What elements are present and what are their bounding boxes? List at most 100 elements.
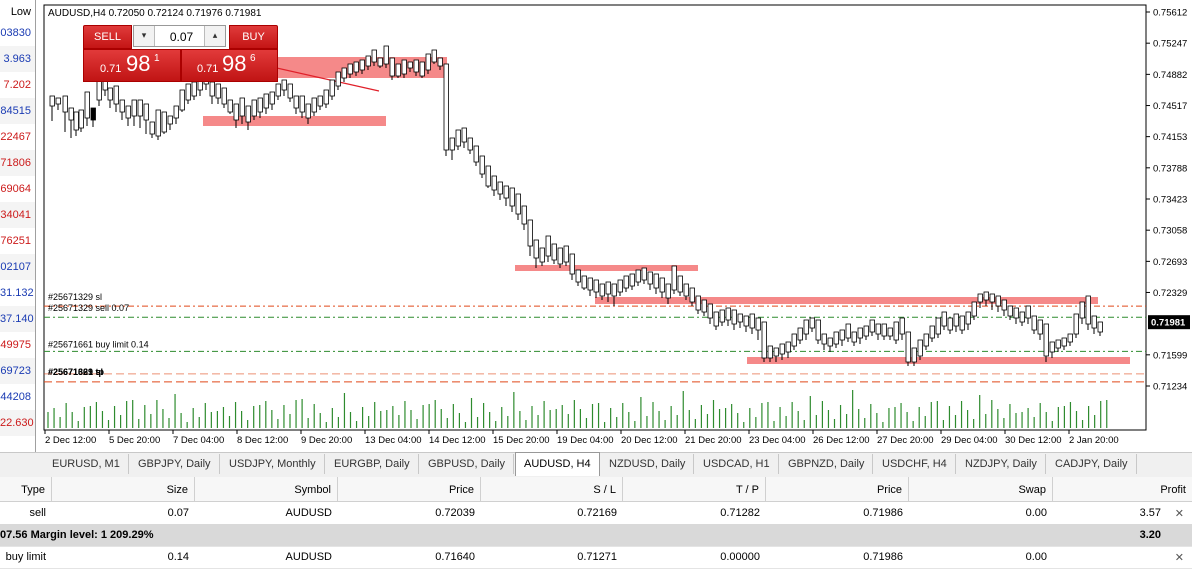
chart-window[interactable]: 0.75612 0.75247 0.74882 0.74517 0.74153 0.737…: [36, 0, 1192, 452]
terminal-header: Type Size Symbol Price S / L T / P Price…: [0, 477, 1192, 502]
market-watch-cell[interactable]: 76251: [0, 228, 35, 254]
candle: [323, 89, 329, 105]
chart-tab[interactable]: CADJPY, Daily: [1047, 454, 1137, 474]
candle: [815, 319, 821, 341]
close-order-icon[interactable]: ✕: [1174, 552, 1184, 564]
chart-tab[interactable]: USDCAD, H1: [695, 454, 779, 474]
order-label: #25671329 sl: [48, 292, 102, 302]
candle: [527, 219, 533, 247]
chart-tab[interactable]: EURGBP, Daily: [326, 454, 419, 474]
chart-tab[interactable]: USDJPY, Monthly: [221, 454, 325, 474]
market-watch-cell[interactable]: 34041: [0, 202, 35, 228]
price-axis-label: 0.73423: [1153, 195, 1187, 206]
sell-price-button[interactable]: 0.71 98 1: [83, 49, 181, 82]
buy-button[interactable]: BUY: [229, 25, 278, 49]
table-row-buy-limit[interactable]: buy limit 0.14 AUDUSD 0.71640 0.71271 0.…: [0, 546, 1192, 569]
header-price[interactable]: Price: [338, 477, 481, 501]
header-type[interactable]: Type: [0, 477, 52, 501]
candle: [845, 323, 851, 339]
market-watch-cell[interactable]: 02107: [0, 254, 35, 280]
chart-tab[interactable]: GBPUSD, Daily: [420, 454, 515, 474]
candle: [557, 247, 563, 265]
candle: [1079, 301, 1085, 319]
candle: [725, 307, 731, 321]
market-watch-cell[interactable]: 44208: [0, 384, 35, 410]
cell-size: 0.14: [167, 551, 189, 563]
candle: [365, 55, 371, 67]
header-tp[interactable]: T / P: [623, 477, 766, 501]
candle: [473, 145, 479, 163]
market-watch-cell[interactable]: 69723: [0, 358, 35, 384]
header-sl[interactable]: S / L: [481, 477, 623, 501]
header-current-price[interactable]: Price: [766, 477, 909, 501]
price-zone: [515, 265, 698, 271]
candle: [233, 103, 239, 121]
order-label: #25671661 buy limit 0.14: [48, 339, 149, 349]
buy-price-button[interactable]: 0.71 98 6: [181, 49, 278, 82]
market-watch-cell[interactable]: 31.132: [0, 280, 35, 306]
price-axis-label: 0.73788: [1153, 163, 1187, 174]
candle: [1049, 341, 1055, 353]
candle: [90, 107, 96, 121]
header-swap[interactable]: Swap: [909, 477, 1053, 501]
candle: [275, 83, 281, 97]
candle: [131, 99, 137, 117]
chart-tab[interactable]: EURUSD, M1: [44, 454, 129, 474]
column-header-low[interactable]: Low: [10, 6, 31, 18]
candle: [545, 235, 551, 257]
candle: [317, 95, 323, 107]
market-watch-cell[interactable]: 22.630: [0, 410, 35, 436]
table-row-sell[interactable]: sell 0.07 AUDUSD 0.72039 0.72169 0.71282…: [0, 502, 1192, 525]
market-watch-cell[interactable]: 22467: [0, 124, 35, 150]
header-profit[interactable]: Profit: [1160, 484, 1186, 496]
header-symbol[interactable]: Symbol: [195, 477, 338, 501]
close-order-icon[interactable]: ✕: [1174, 508, 1184, 520]
lot-size-input[interactable]: [155, 28, 208, 46]
candle: [929, 325, 935, 339]
time-axis-label: 21 Dec 20:00: [685, 435, 742, 446]
market-watch-cell[interactable]: 03830: [0, 20, 35, 46]
candle: [575, 269, 581, 283]
market-watch-cell[interactable]: 7.202: [0, 72, 35, 98]
market-watch-cell[interactable]: 3.963: [0, 46, 35, 72]
chart-tab[interactable]: AUDUSD, H4: [515, 452, 600, 476]
price-axis-label: 0.73058: [1153, 226, 1187, 237]
chart-tab[interactable]: NZDUSD, Daily: [601, 454, 695, 474]
candle: [521, 205, 527, 225]
chart-tab[interactable]: GBPNZD, Daily: [780, 454, 874, 474]
market-watch-cell[interactable]: 37.140: [0, 306, 35, 332]
market-watch-cell[interactable]: 71806: [0, 150, 35, 176]
terminal-panel: Type Size Symbol Price S / L T / P Price…: [0, 477, 1192, 569]
chart-tab[interactable]: NZDJPY, Daily: [957, 454, 1046, 474]
candle: [653, 273, 659, 289]
sell-button[interactable]: SELL: [83, 25, 132, 49]
candle: [407, 61, 413, 69]
candle: [629, 273, 635, 287]
header-size[interactable]: Size: [52, 477, 195, 501]
market-watch-cell[interactable]: 84515: [0, 98, 35, 124]
candle: [827, 337, 833, 347]
candle: [49, 95, 55, 107]
cell-swap: 0.00: [1025, 551, 1047, 563]
candle: [413, 59, 419, 73]
candle: [239, 97, 245, 117]
candle: [563, 245, 569, 263]
market-watch-cell[interactable]: 69064: [0, 176, 35, 202]
decrease-lot-icon[interactable]: ▾: [134, 26, 155, 46]
time-axis-label: 29 Dec 04:00: [941, 435, 998, 446]
candle: [1013, 307, 1019, 319]
price-axis-label: 0.74153: [1153, 132, 1187, 143]
chart-tab[interactable]: USDCHF, H4: [874, 454, 956, 474]
increase-lot-icon[interactable]: ▴: [204, 26, 225, 46]
candle: [419, 61, 425, 77]
market-watch-cell[interactable]: 49975: [0, 332, 35, 358]
chart-tabs-bar: EURUSD, M1 GBPJPY, Daily USDJPY, Monthly EU…: [0, 452, 1192, 478]
candle: [617, 279, 623, 293]
candle: [257, 97, 263, 113]
chart-title: AUDUSD,H4 0.72050 0.72124 0.71976 0.7198…: [48, 8, 262, 19]
price-chart[interactable]: 0.75612 0.75247 0.74882 0.74517 0.74153 0.737…: [36, 0, 1192, 452]
candle: [677, 275, 683, 293]
candle: [659, 277, 665, 293]
chart-tab[interactable]: GBPJPY, Daily: [130, 454, 220, 474]
candle: [917, 339, 923, 357]
